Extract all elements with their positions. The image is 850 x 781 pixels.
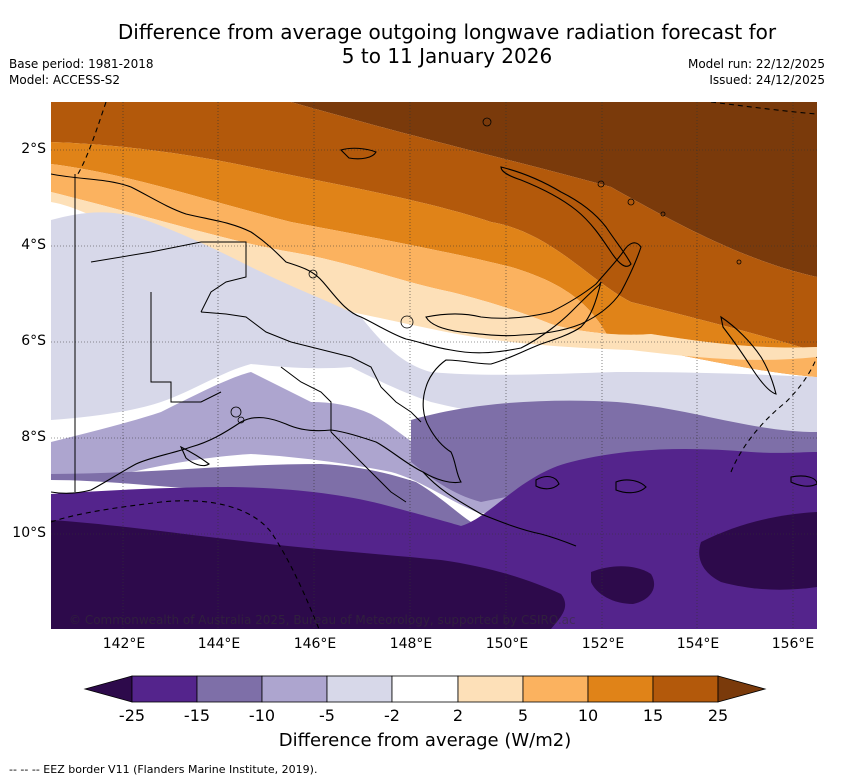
new-ireland-coast bbox=[500, 166, 632, 267]
lon-tick-152: 152°E bbox=[581, 636, 625, 652]
band-darkest-purple-sw bbox=[51, 520, 566, 629]
chart-title: Difference from average outgoing longwav… bbox=[0, 20, 850, 68]
colorbar-segment-1 bbox=[131, 675, 198, 703]
title-line-1: Difference from average outgoing longwav… bbox=[117, 20, 777, 44]
base-period-label: Base period: 1981-2018 bbox=[9, 57, 154, 71]
manus-coast bbox=[339, 147, 377, 160]
colorbar-extend-low bbox=[83, 675, 133, 703]
colorbar-segment-4 bbox=[326, 675, 393, 703]
colorbar-label-7: 5 bbox=[517, 706, 529, 725]
colorbar-label-5: -2 bbox=[384, 706, 400, 725]
band-dark-orange bbox=[51, 102, 817, 352]
fly-river-delta bbox=[179, 445, 210, 467]
anomaly-map: © Commonwealth of Australia 2025, Bureau… bbox=[51, 102, 817, 629]
eez-footnote: -- -- -- EEZ border V11 (Flanders Marine… bbox=[9, 763, 318, 776]
islet-1 bbox=[482, 117, 492, 127]
colorbar bbox=[83, 675, 767, 703]
meta-right: Model run: 22/12/2025 Issued: 24/12/2025 bbox=[688, 56, 825, 88]
lat-tick-4s: 4°S bbox=[21, 237, 46, 253]
louisiade-coast bbox=[615, 479, 647, 494]
borders bbox=[74, 174, 422, 503]
lon-tick-144: 144°E bbox=[197, 636, 241, 652]
colorbar-segment-9 bbox=[652, 675, 719, 703]
lon-tick-142: 142°E bbox=[102, 636, 146, 652]
guadalcanal-coast bbox=[790, 475, 817, 487]
copyright-text: © Commonwealth of Australia 2025, Bureau… bbox=[69, 613, 576, 627]
lat-tick-6s: 6°S bbox=[21, 333, 46, 349]
islet-9 bbox=[237, 416, 245, 424]
band-darkest-orange bbox=[291, 102, 817, 277]
province-border-morobe bbox=[350, 356, 422, 423]
islets bbox=[230, 117, 742, 424]
islet-4 bbox=[400, 315, 414, 329]
lon-tick-154: 154°E bbox=[676, 636, 720, 652]
province-border-central bbox=[330, 431, 407, 503]
colorbar-label-6: 2 bbox=[452, 706, 464, 725]
colorbar-segment-2 bbox=[196, 675, 263, 703]
new-guinea-coast bbox=[51, 173, 602, 494]
d-entrecasteaux-coast bbox=[535, 475, 560, 490]
colorbar-label-10: 25 bbox=[707, 706, 729, 725]
colorbar-segment-3 bbox=[261, 675, 328, 703]
issued-label: Issued: 24/12/2025 bbox=[709, 73, 825, 87]
colorbar-segment-6 bbox=[457, 675, 524, 703]
title-line-2: 5 to 11 January 2026 bbox=[341, 44, 553, 68]
band-orange bbox=[51, 142, 817, 377]
lon-tick-146: 146°E bbox=[293, 636, 337, 652]
band-light-orange bbox=[51, 164, 817, 377]
province-border-gulf bbox=[280, 366, 332, 432]
new-britain-coast bbox=[425, 242, 642, 337]
colorbar-extend-high bbox=[717, 675, 767, 703]
gridlines bbox=[51, 102, 817, 629]
model-run-label: Model run: 22/12/2025 bbox=[687, 57, 825, 71]
colorbar-label-9: 15 bbox=[642, 706, 664, 725]
model-label: Model: ACCESS-S2 bbox=[9, 73, 121, 87]
colorbar-label-4: -5 bbox=[319, 706, 335, 725]
colorbar-label-2: -15 bbox=[183, 706, 211, 725]
islet-3 bbox=[627, 198, 635, 206]
colorbar-segment-7 bbox=[522, 675, 589, 703]
islet-6 bbox=[660, 211, 666, 217]
islet-2 bbox=[597, 180, 605, 188]
lat-tick-2s: 2°S bbox=[21, 141, 46, 157]
eez-borders bbox=[51, 102, 817, 629]
band-lightest-purple bbox=[51, 212, 817, 441]
coastlines bbox=[51, 147, 817, 547]
band-darkest-purple-se bbox=[699, 512, 817, 590]
lon-tick-156: 156°E bbox=[771, 636, 815, 652]
band-darkest-purple-island bbox=[591, 566, 655, 604]
eez-east bbox=[730, 356, 817, 473]
lat-tick-10s: 10°S bbox=[12, 525, 46, 541]
bougainville-coast bbox=[720, 315, 777, 395]
islet-8 bbox=[230, 406, 242, 418]
province-border-highlands bbox=[200, 311, 352, 358]
papuan-peninsula-tail bbox=[422, 471, 577, 547]
colorbar-label-3: -10 bbox=[248, 706, 276, 725]
colorbar-segment-5 bbox=[391, 675, 459, 703]
colorbar-segment-8 bbox=[587, 675, 654, 703]
lon-tick-150: 150°E bbox=[485, 636, 529, 652]
eez-northwest bbox=[75, 102, 107, 178]
colorbar-label-1: -25 bbox=[118, 706, 146, 725]
eez-southwest bbox=[51, 500, 320, 629]
islet-7 bbox=[736, 259, 742, 265]
lat-tick-8s: 8°S bbox=[21, 429, 46, 445]
band-pale-orange bbox=[51, 192, 817, 360]
meta-left: Base period: 1981-2018 Model: ACCESS-S2 bbox=[9, 56, 154, 88]
province-border-western bbox=[150, 292, 222, 403]
eez-top-right bbox=[710, 102, 817, 115]
lon-tick-148: 148°E bbox=[389, 636, 433, 652]
province-border-sepik bbox=[90, 241, 247, 313]
band-mid-purple-east bbox=[411, 400, 817, 502]
islet-5 bbox=[308, 269, 318, 279]
colorbar-label-8: 10 bbox=[577, 706, 599, 725]
colorbar-title: Difference from average (W/m2) bbox=[278, 730, 572, 751]
